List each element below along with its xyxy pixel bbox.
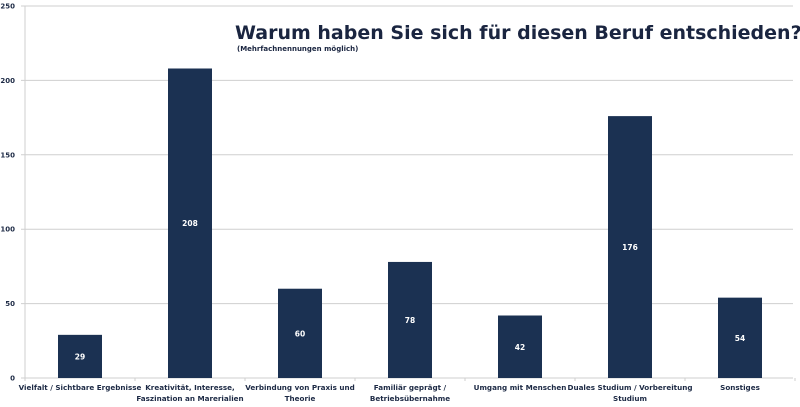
- data-label: 54: [735, 334, 745, 343]
- data-label: 60: [295, 329, 305, 338]
- x-category-label-line: Sonstiges: [720, 383, 760, 392]
- x-category-label-line: Familiär geprägt /: [374, 383, 447, 392]
- category-labels: Vielfalt / Sichtbare Ergebnisse Kreativit…: [19, 383, 760, 403]
- y-tick-label: 150: [0, 151, 15, 159]
- y-tick-label: 50: [5, 300, 15, 308]
- chart-subtitle: (Mehrfachnennungen möglich): [237, 45, 358, 53]
- bar[interactable]: [718, 297, 762, 378]
- x-category-label: Kreativität, Interesse, Faszination an Ma…: [136, 383, 243, 403]
- x-category-label: Umgang mit Menschen: [474, 383, 567, 392]
- x-category-label-line: Kreativität, Interesse,: [145, 383, 235, 392]
- chart-title: Warum haben Sie sich für diesen Beruf en…: [235, 22, 800, 44]
- bar[interactable]: [58, 334, 102, 378]
- x-category-label-line: Studium: [613, 394, 647, 403]
- data-label: 176: [622, 243, 638, 252]
- data-label: 208: [182, 219, 198, 228]
- x-category-label-line: Duales Studium / Vorbereitung: [568, 383, 693, 392]
- x-axis-ticks: [24, 378, 796, 381]
- x-category-label-line: Theorie: [285, 394, 316, 403]
- data-label: 42: [515, 343, 525, 352]
- bars: [58, 68, 762, 378]
- bar[interactable]: [278, 288, 322, 378]
- y-tick-label: 200: [0, 77, 15, 85]
- x-category-label-line: Verbindung von Praxis und: [245, 383, 355, 392]
- y-tick-label: 100: [0, 226, 15, 234]
- x-category-label-line: Faszination an Marerialien: [136, 394, 243, 403]
- x-category-label: Sonstiges: [720, 383, 760, 392]
- data-label: 29: [75, 352, 85, 361]
- x-category-label: Verbindung von Praxis und Theorie: [245, 383, 355, 403]
- x-category-label-line: Vielfalt / Sichtbare Ergebnisse: [19, 383, 142, 392]
- value-labels: 29 208 60 78 42 176 54: [75, 219, 745, 361]
- bar[interactable]: [168, 68, 212, 378]
- x-category-label: Vielfalt / Sichtbare Ergebnisse: [19, 383, 142, 392]
- grid-lines: [21, 5, 793, 305]
- x-category-label: Duales Studium / Vorbereitung Studium: [568, 383, 693, 403]
- data-label: 78: [405, 316, 415, 325]
- x-category-label-line: Betriebsübernahme: [370, 394, 450, 403]
- bar[interactable]: [608, 116, 652, 378]
- y-axis-tick-labels: 0 50 100 150 200 250: [0, 3, 15, 383]
- x-category-label-line: Umgang mit Menschen: [474, 383, 567, 392]
- x-category-label: Familiär geprägt / Betriebsübernahme: [370, 383, 450, 403]
- y-tick-label: 0: [10, 375, 15, 383]
- bar[interactable]: [388, 261, 432, 378]
- y-tick-label: 250: [0, 3, 15, 11]
- bar[interactable]: [498, 315, 542, 378]
